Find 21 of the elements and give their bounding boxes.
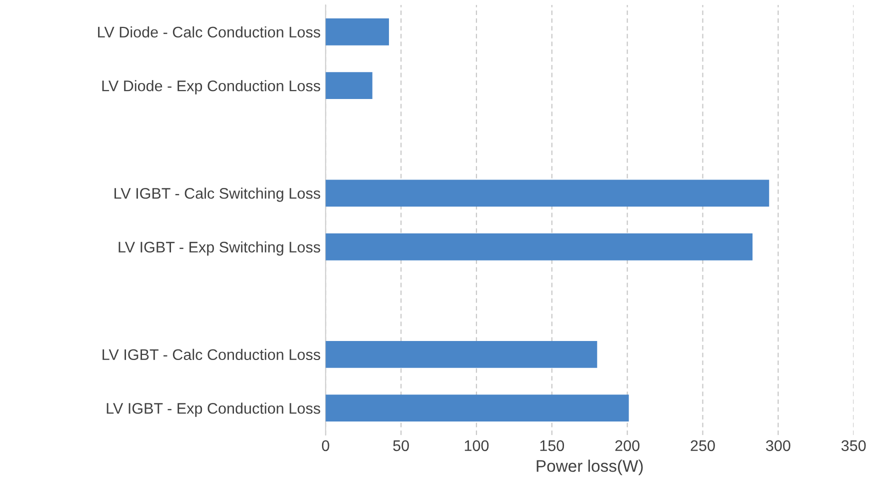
x-tick-label: 250: [690, 440, 715, 452]
x-tick-label: 150: [540, 440, 564, 452]
y-tick-label: LV Diode - Calc Conduction Loss: [98, 26, 320, 38]
bar: [326, 340, 598, 368]
x-tick-label: 100: [464, 440, 489, 452]
y-tick-label: LV IGBT - Exp Switching Loss: [118, 241, 320, 256]
y-tick-label: LV IGBT - Calc Switching Loss: [114, 188, 320, 202]
bar: [326, 233, 753, 260]
bar: [326, 72, 372, 100]
bar: [326, 394, 629, 422]
y-tick-label: LV IGBT - Exp Conduction Loss: [106, 402, 320, 417]
x-tick-label: 350: [841, 440, 866, 452]
bar: [326, 18, 389, 46]
x-tick-label: 0: [322, 440, 330, 452]
y-tick-label: LV Diode - Exp Conduction Loss: [102, 80, 320, 94]
x-tick-label: 50: [393, 440, 409, 452]
x-tick-label: 300: [766, 440, 790, 452]
y-tick-label: LV IGBT - Calc Conduction Loss: [102, 348, 320, 360]
bar: [326, 180, 770, 207]
x-tick-label: 200: [615, 440, 640, 452]
x-axis-title: Power loss(W): [536, 460, 643, 476]
